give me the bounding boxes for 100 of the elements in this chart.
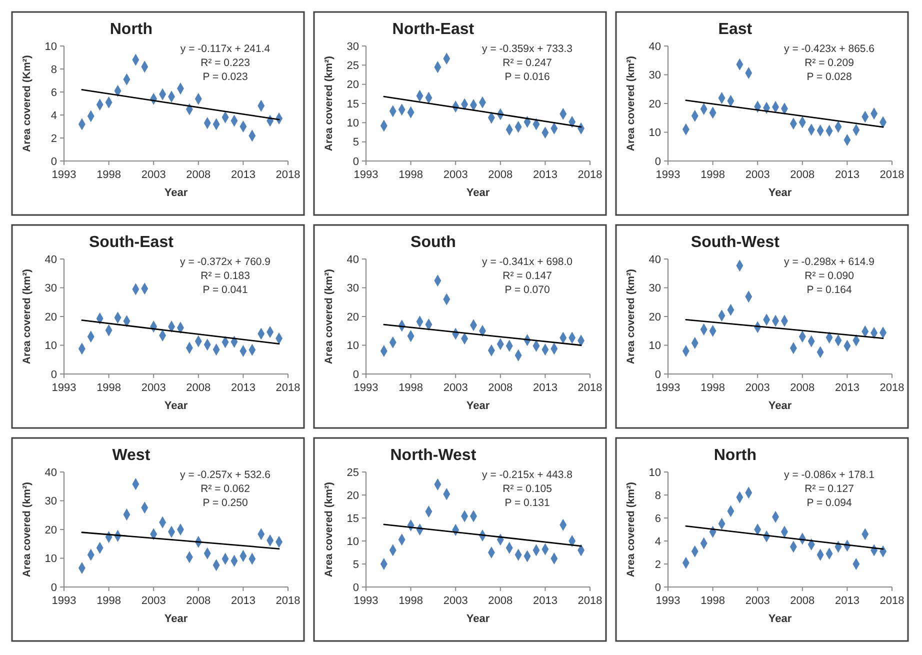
annotation: P = 0.131: [504, 497, 550, 509]
x-tick-label: 2018: [880, 382, 904, 394]
x-tick-label: 1993: [656, 169, 680, 181]
y-axis-title: Area covered (km²): [625, 482, 637, 578]
y-tick-label: 40: [44, 466, 57, 479]
annotation: R² = 0.183: [200, 270, 250, 282]
x-tick-label: 2008: [488, 382, 513, 394]
y-tick-label: 20: [346, 79, 359, 92]
annotation: R² = 0.105: [502, 483, 552, 495]
annotation: y = -0.359x + 733.3: [482, 43, 573, 55]
y-axis-title: Area covered (km²): [323, 268, 335, 364]
annotation: y = -0.215x + 443.8: [482, 469, 573, 481]
y-tick-label: 4: [50, 110, 57, 122]
x-tick-label: 2003: [443, 169, 468, 181]
chart-title: West: [112, 447, 151, 464]
y-axis-title: Area covered (km²): [21, 482, 33, 578]
chart-title: North: [714, 447, 757, 464]
x-tick-label: 1993: [52, 169, 76, 181]
x-tick-label: 2003: [141, 382, 166, 394]
y-tick-label: 30: [44, 282, 57, 295]
x-tick-label: 2013: [532, 382, 558, 394]
annotation: R² = 0.062: [200, 483, 250, 495]
annotation: P = 0.094: [806, 497, 852, 509]
x-tick-label: 2003: [141, 169, 166, 181]
x-tick-label: 2018: [276, 595, 300, 607]
x-tick-label: 1993: [354, 382, 378, 394]
x-tick-label: 2008: [186, 382, 211, 394]
x-tick-label: 2013: [532, 169, 558, 181]
x-tick-label: 2003: [141, 595, 166, 607]
annotation: R² = 0.127: [804, 483, 854, 495]
annotation: P = 0.016: [504, 71, 550, 83]
y-tick-label: 25: [346, 466, 359, 479]
y-tick-label: 20: [648, 98, 661, 110]
y-axis-title: Area covered (km²): [21, 268, 33, 364]
y-tick-label: 10: [346, 118, 359, 130]
y-tick-label: 15: [346, 98, 359, 110]
y-tick-label: 8: [654, 490, 661, 502]
chart-title: East: [718, 21, 753, 38]
annotation: P = 0.250: [202, 497, 248, 509]
annotation: R² = 0.147: [502, 270, 552, 282]
y-tick-label: 30: [44, 496, 57, 508]
x-tick-label: 2018: [578, 169, 602, 181]
x-axis-title: Year: [768, 187, 792, 199]
x-axis-title: Year: [768, 613, 792, 625]
x-tick-label: 1993: [656, 595, 680, 607]
x-tick-label: 2013: [230, 169, 256, 181]
y-tick-label: 10: [346, 340, 359, 352]
y-tick-label: 5: [352, 136, 359, 149]
annotation: y = -0.341x + 698.0: [482, 256, 573, 268]
y-tick-label: 30: [648, 282, 661, 295]
annotation: R² = 0.247: [502, 57, 552, 69]
x-tick-label: 2013: [230, 595, 256, 607]
chart-title: North-East: [392, 21, 475, 38]
y-tick-label: 4: [654, 536, 661, 548]
annotation: y = -0.117x + 241.4: [180, 43, 270, 55]
y-tick-label: 10: [648, 340, 661, 352]
y-tick-label: 20: [648, 311, 661, 324]
y-tick-label: 10: [648, 466, 661, 479]
chart-title: South-East: [88, 234, 174, 251]
chart-title: South: [410, 234, 456, 251]
x-tick-label: 2003: [745, 595, 770, 607]
y-tick-label: 30: [346, 282, 359, 295]
y-tick-label: 20: [44, 524, 57, 536]
x-tick-label: 2018: [276, 169, 300, 181]
y-tick-label: 6: [50, 86, 57, 99]
y-tick-label: 40: [44, 254, 57, 266]
x-axis-title: Year: [768, 400, 792, 412]
x-tick-label: 2018: [880, 595, 904, 607]
x-tick-label: 2018: [578, 382, 602, 394]
x-tick-label: 2008: [790, 595, 815, 607]
annotation: y = -0.298x + 614.9: [784, 256, 875, 268]
y-tick-label: 10: [44, 40, 57, 53]
x-tick-label: 2018: [276, 382, 300, 394]
y-tick-label: 8: [50, 64, 57, 76]
y-tick-label: 20: [346, 311, 359, 324]
y-axis-title: Area covered (Km²): [21, 55, 33, 152]
y-axis-title: Area covered (km²): [625, 268, 637, 364]
x-axis-title: Year: [466, 187, 490, 199]
y-tick-label: 20: [346, 490, 359, 502]
annotation: P = 0.023: [202, 71, 248, 83]
x-tick-label: 1998: [700, 169, 726, 181]
y-tick-label: 40: [346, 254, 359, 266]
annotation: y = -0.086x + 178.1: [784, 469, 875, 481]
x-tick-label: 2008: [790, 169, 815, 181]
y-tick-label: 30: [346, 40, 359, 53]
y-tick-label: 0: [50, 156, 57, 168]
x-tick-label: 2013: [834, 169, 860, 181]
y-axis-title: Area covered (km²): [323, 482, 335, 578]
y-tick-label: 0: [352, 368, 359, 381]
y-tick-label: 0: [654, 156, 661, 168]
y-tick-label: 10: [44, 553, 57, 566]
x-tick-label: 1998: [700, 382, 726, 394]
x-tick-label: 2013: [230, 382, 256, 394]
x-axis-title: Year: [466, 613, 490, 625]
y-tick-label: 0: [50, 582, 57, 594]
x-tick-label: 2018: [880, 169, 904, 181]
y-tick-label: 6: [654, 512, 661, 525]
x-tick-label: 1998: [96, 169, 122, 181]
x-tick-label: 2008: [790, 382, 815, 394]
annotation: P = 0.028: [806, 71, 852, 83]
